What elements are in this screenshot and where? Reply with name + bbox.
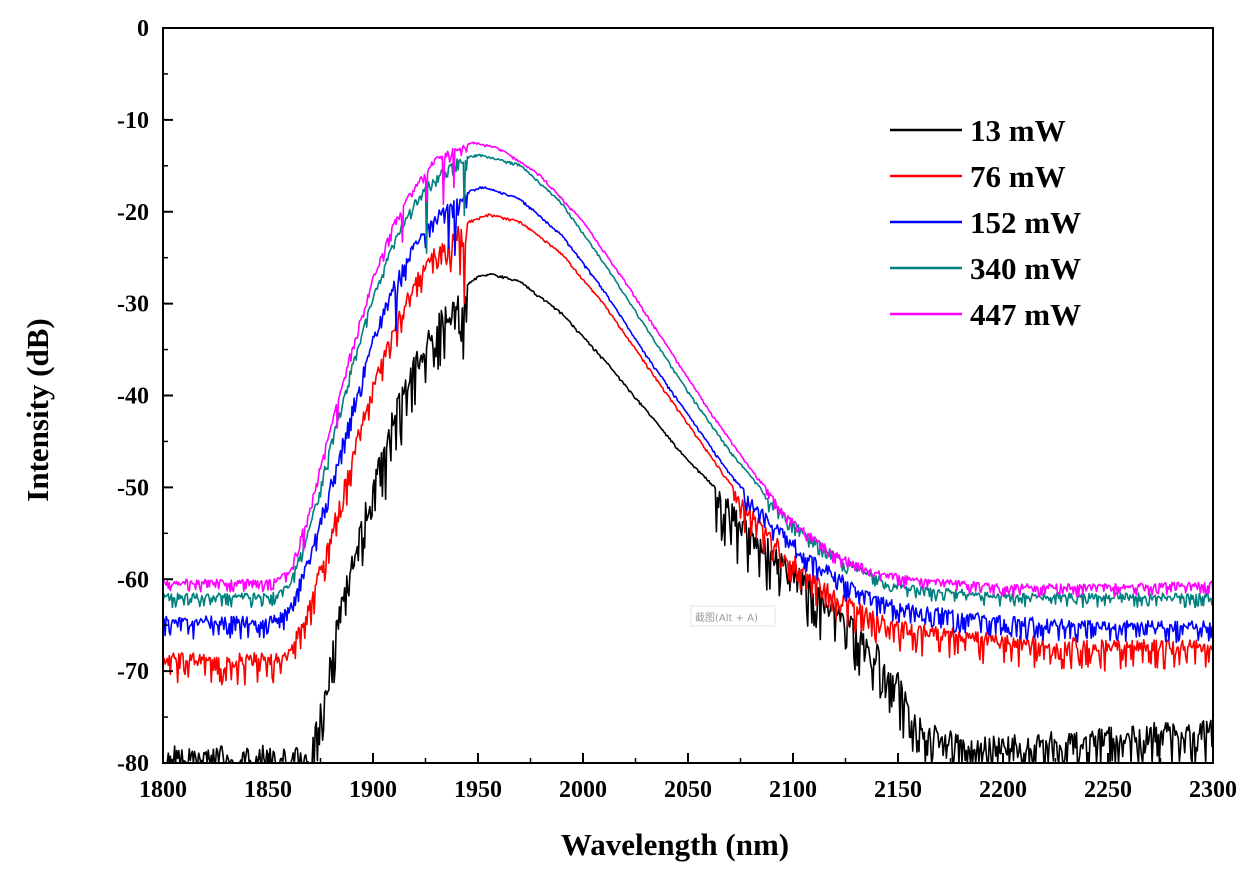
series-layer (162, 141, 1214, 764)
x-tick-label: 2150 (874, 777, 922, 803)
series-line-76-mw (162, 213, 1214, 686)
legend-label: 76 mW (970, 159, 1066, 194)
x-axis-title: Wavelength (nm) (561, 827, 789, 862)
screenshot-tooltip: 截图(Alt + A) (690, 605, 776, 627)
series-line-13-mw (163, 272, 1214, 764)
y-tick-label: -40 (117, 384, 149, 410)
y-tick-label: 0 (137, 16, 149, 42)
x-tick-label: 2100 (769, 777, 817, 803)
x-tick-label: 1800 (139, 777, 187, 803)
y-axis-title: Intensity (dB) (20, 318, 55, 501)
x-tick-label: 2200 (979, 777, 1027, 803)
series-line-447-mw (162, 141, 1214, 598)
legend-label: 447 mW (970, 297, 1081, 332)
x-axis-ticks: 1800 1850 1900 1950 2000 2050 2100 2150 2200 2250… (139, 753, 1237, 803)
tooltip-box (690, 605, 776, 627)
legend-label: 340 mW (970, 251, 1081, 286)
x-tick-label: 2050 (664, 777, 712, 803)
series-line-152-mw (162, 186, 1214, 644)
legend-label: 152 mW (970, 205, 1081, 240)
y-axis-ticks: 0 -10 -20 -30 -40 -50 -60 -70 -80 (117, 16, 173, 777)
legend: 13 mW 76 mW 152 mW 340 mW 447 mW (890, 113, 1081, 332)
x-tick-label: 1950 (454, 777, 502, 803)
y-tick-label: -30 (117, 292, 149, 318)
tooltip-text: 截图(Alt + A) (695, 611, 758, 624)
y-tick-label: -80 (117, 751, 149, 777)
legend-label: 13 mW (970, 113, 1066, 148)
y-tick-label: -60 (117, 567, 149, 593)
x-tick-label: 2300 (1189, 777, 1237, 803)
x-tick-label: 1900 (349, 777, 397, 803)
x-tick-label: 2000 (559, 777, 607, 803)
y-tick-label: -10 (117, 108, 149, 134)
y-tick-label: -70 (117, 659, 149, 685)
x-tick-label: 1850 (244, 777, 292, 803)
y-tick-label: -20 (117, 200, 149, 226)
y-tick-label: -50 (117, 475, 149, 501)
x-tick-label: 2250 (1084, 777, 1132, 803)
